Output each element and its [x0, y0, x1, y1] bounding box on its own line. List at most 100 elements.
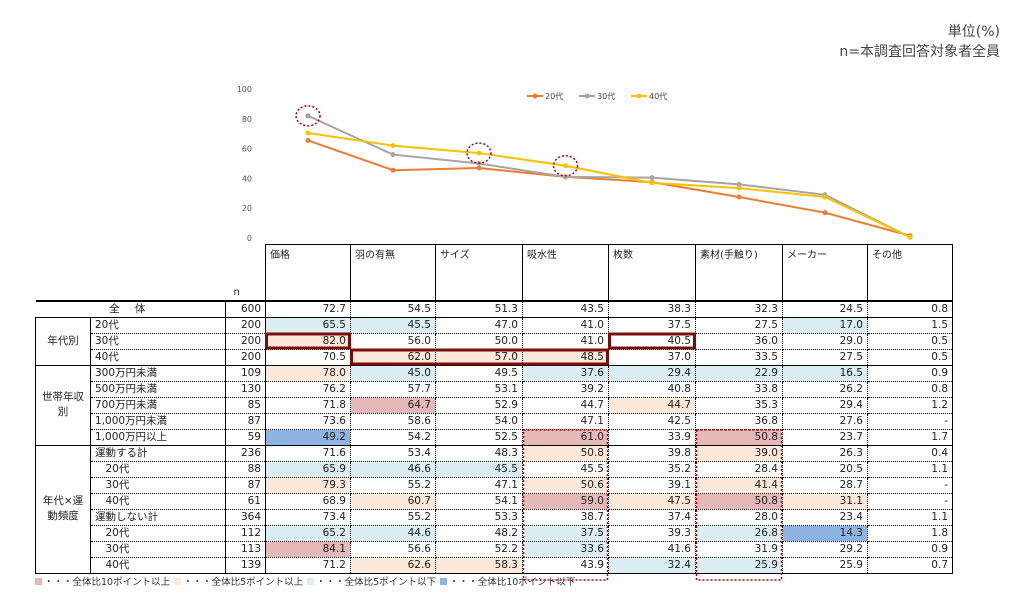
cell-value: 57.7 [350, 381, 436, 398]
cell-value: 73.6 [265, 413, 351, 430]
cell-value: 32.4 [608, 557, 696, 574]
cell-value: 37.0 [608, 349, 696, 366]
n-value: 200 [225, 317, 266, 334]
cell-value: 42.5 [608, 413, 696, 430]
group-label: 年代別 [35, 316, 91, 366]
data-point [305, 137, 311, 143]
table-row: 運動しない計 364 73.4 55.2 53.3 38.7 37.4 28.0 23.4 1.1 [36, 509, 953, 526]
data-point [907, 234, 913, 240]
cell-value: 39.8 [608, 445, 696, 462]
cell-value: 37.4 [608, 509, 696, 526]
data-point [736, 181, 742, 187]
cell-value: 1.7 [867, 429, 953, 446]
cell-value: 29.0 [782, 333, 868, 350]
legend-label: 20代 [545, 91, 563, 101]
header-blank [35, 244, 226, 302]
cell-value: 41.0 [522, 317, 609, 334]
cell-value: 23.4 [782, 509, 868, 526]
cell-value: 64.7 [350, 397, 436, 414]
cell-value: 48.5 [522, 349, 609, 366]
cell-value: 50.6 [522, 477, 609, 494]
row-label: 1,000万円未満 [90, 413, 226, 430]
cell-value: 29.2 [782, 541, 868, 558]
cell-value: 14.3 [782, 525, 868, 542]
data-point [822, 210, 828, 216]
cell-value: 76.2 [265, 381, 351, 398]
data-point [476, 150, 482, 156]
data-point [476, 165, 482, 171]
legend-marker [636, 93, 642, 99]
data-point [305, 113, 311, 119]
cell-value: 39.0 [695, 445, 783, 462]
cell-value: 71.2 [265, 557, 351, 574]
cell-value: 53.3 [435, 509, 523, 526]
cell-value: 0.4 [867, 445, 953, 462]
line-chart: 0 20 40 60 80 100 20代 30代 40代 [237, 85, 913, 243]
table-row: 1,000万円以上 59 49.2 54.2 52.5 61.0 33.9 50.8 23.7 1… [36, 429, 953, 446]
cell-value: 43.9 [522, 557, 609, 574]
highlight-circle [552, 154, 579, 177]
group-label: 世帯年収別 [35, 364, 91, 446]
cell-value: 28.4 [695, 461, 783, 478]
cell-value: 37.5 [522, 525, 609, 542]
column-header: 素材(手触り) [695, 244, 783, 302]
y-tick-label: 20 [242, 204, 252, 213]
n-value: 87 [225, 477, 266, 494]
data-point [822, 194, 828, 200]
legend-marker [532, 93, 538, 99]
cell-value: 35.2 [608, 461, 696, 478]
table-row: 40代 200 70.5 62.0 57.0 48.5 37.0 33.5 27.5 0.5 [36, 349, 953, 366]
cell-value: 44.7 [608, 397, 696, 414]
table-row: 30代 200 82.0 56.0 50.0 41.0 40.5 36.0 29.0 0.5 [36, 333, 953, 350]
table-row: 500万円未満 130 76.2 57.7 53.1 39.2 40.8 33.8 26.2 0.… [36, 381, 953, 398]
data-point [649, 175, 655, 181]
cell-value: 39.1 [608, 477, 696, 494]
cell-value: 40.5 [608, 333, 696, 350]
cell-value: 84.1 [265, 541, 351, 558]
cell-value: 26.2 [782, 381, 868, 398]
cell-value: 65.5 [265, 317, 351, 334]
legend-label: 30代 [597, 91, 615, 101]
cell-value: 56.6 [350, 541, 436, 558]
base-label: n=本調査回答対象者全員 [839, 44, 1000, 60]
legend-text: ・・・全体比5ポイント以下 [316, 576, 437, 588]
highlight-circle [466, 142, 492, 164]
cell-value: 54.1 [435, 493, 523, 510]
y-tick-label: 40 [242, 174, 252, 183]
cell-value: 62.0 [350, 349, 436, 366]
table-row: 20代 88 65.9 46.6 45.5 45.5 35.2 28.4 20.5 1.1 [36, 461, 953, 478]
cell-value: 26.8 [695, 525, 783, 542]
cell-value: 55.2 [350, 477, 436, 494]
cell-value: 39.2 [522, 381, 609, 398]
data-table: n 価格 羽の有無 サイズ 吸水性 枚数 素材(手触り) メーカー その他 全 体 600 72.7… [35, 244, 953, 574]
table-row: 40代 139 71.2 62.6 58.3 43.9 32.4 25.9 25.9 0.7 [36, 557, 953, 574]
cell-value: 48.3 [435, 445, 523, 462]
cell-value: 47.5 [608, 493, 696, 510]
legend-label: 40代 [649, 91, 667, 101]
row-label: 300万円未満 [90, 365, 226, 382]
cell-value: 49.5 [435, 365, 523, 382]
row-label: 40代 [90, 493, 226, 510]
cell-value: 41.4 [695, 477, 783, 494]
unit-note: 単位(%) n=本調査回答対象者全員 [839, 22, 1000, 62]
n-value: 130 [225, 381, 266, 398]
cell-value: 41.6 [608, 541, 696, 558]
cell-value: 71.8 [265, 397, 351, 414]
legend-swatch [307, 577, 315, 585]
cell-value: 33.6 [522, 541, 609, 558]
n-value: 236 [225, 445, 266, 462]
cell-value: 37.6 [522, 365, 609, 382]
cell-value: 37.5 [608, 317, 696, 334]
row-label: 運動しない計 [90, 509, 226, 526]
cell-value: 27.5 [782, 349, 868, 366]
table-row: 年代×運動頻度 運動する計 236 71.6 53.4 48.3 50.8 39.8 39.0 2… [35, 444, 953, 574]
table-row: 1,000万円未満 87 73.6 58.6 54.0 47.1 42.5 36.8 27.6- [36, 413, 953, 430]
n-value: 85 [225, 397, 266, 414]
cell-value: 0.9 [867, 541, 953, 558]
row-label: 1,000万円以上 [90, 429, 226, 446]
n-value: 88 [225, 461, 266, 478]
cell-value: 1.1 [867, 509, 953, 526]
cell-value: 1.5 [867, 317, 953, 334]
cell-value: 41.0 [522, 333, 609, 350]
y-tick-label: 100 [237, 85, 252, 94]
